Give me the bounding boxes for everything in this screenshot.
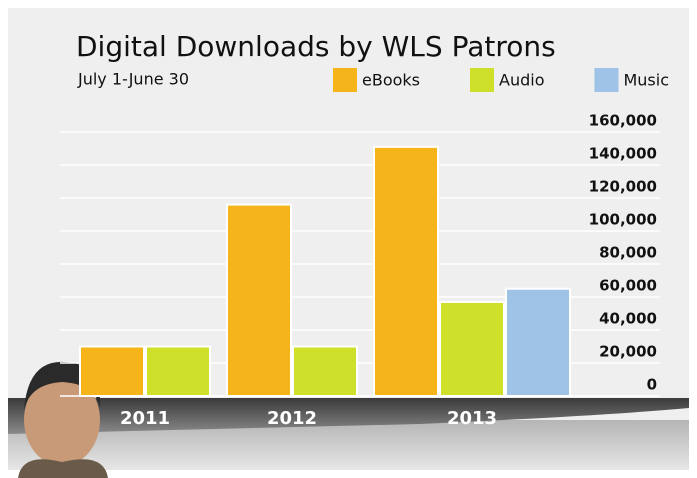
legend-swatch [333,68,357,92]
bar [506,289,570,396]
x-tick-label: 2011 [120,408,170,429]
y-tick-label: 120,000 [589,178,657,196]
y-tick-label: 100,000 [589,211,657,229]
x-tick-label: 2012 [267,408,317,429]
chart-subtitle: July 1-June 30 [77,70,189,89]
y-tick-label: 140,000 [589,145,657,163]
y-tick-label: 0 [647,376,657,394]
bar [293,347,357,397]
y-tick-label: 80,000 [599,244,657,262]
bar [80,347,144,397]
legend-label: eBooks [362,71,420,90]
chart: Digital Downloads by WLS Patrons July 1-… [0,0,697,478]
chart-title: Digital Downloads by WLS Patrons [76,30,556,63]
bar [146,347,210,397]
bar [440,302,504,396]
legend-label: Music [623,71,669,90]
y-tick-label: 160,000 [589,112,657,130]
y-tick-label: 20,000 [599,343,657,361]
y-tick-label: 60,000 [599,277,657,295]
bar [227,205,291,396]
legend-swatch [470,68,494,92]
legend-label: Audio [499,71,544,90]
page: {"chart_data": {"type": "bar", "title": … [0,0,697,478]
y-tick-label: 40,000 [599,310,657,328]
bar [374,147,438,396]
legend-swatch [594,68,618,92]
x-tick-label: 2013 [447,408,497,429]
